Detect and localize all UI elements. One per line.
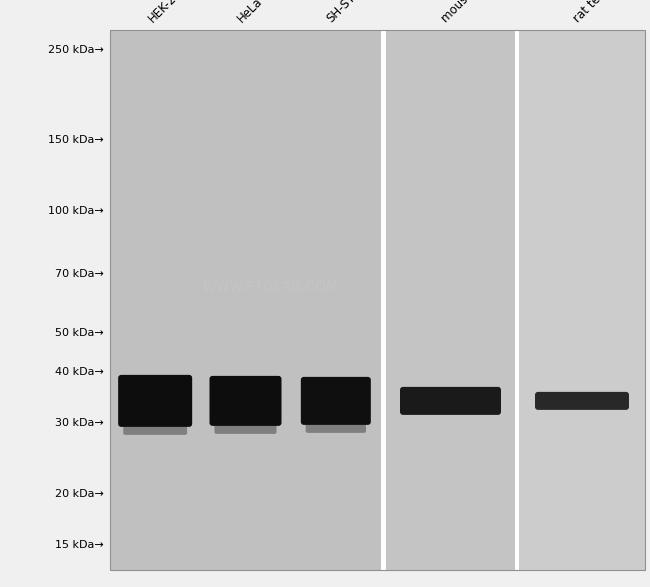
FancyBboxPatch shape [535, 392, 629, 410]
Text: 50 kDa→: 50 kDa→ [55, 328, 104, 338]
Text: 30 kDa→: 30 kDa→ [55, 418, 104, 428]
Text: 40 kDa→: 40 kDa→ [55, 367, 104, 377]
Text: 15 kDa→: 15 kDa→ [55, 540, 104, 550]
Text: SH-SY5Y: SH-SY5Y [324, 0, 369, 25]
FancyBboxPatch shape [209, 376, 281, 426]
Text: HeLa: HeLa [234, 0, 265, 25]
Text: 20 kDa→: 20 kDa→ [55, 489, 104, 499]
FancyBboxPatch shape [124, 423, 187, 435]
Text: HEK-293: HEK-293 [146, 0, 190, 25]
Bar [515, 30, 519, 570]
Text: 70 kDa→: 70 kDa→ [55, 269, 104, 279]
Text: 250 kDa→: 250 kDa→ [48, 45, 104, 55]
FancyBboxPatch shape [214, 422, 276, 434]
Bar [381, 30, 386, 570]
FancyBboxPatch shape [306, 421, 366, 433]
Bar [386, 30, 515, 570]
FancyBboxPatch shape [301, 377, 371, 425]
Text: rat testis: rat testis [571, 0, 618, 25]
Text: 100 kDa→: 100 kDa→ [48, 206, 104, 216]
Bar [110, 30, 645, 570]
Text: WWW.PTGLAB.COM: WWW.PTGLAB.COM [202, 280, 338, 294]
FancyBboxPatch shape [400, 387, 501, 415]
Bar [519, 30, 645, 570]
Text: mouse testis: mouse testis [439, 0, 502, 25]
FancyBboxPatch shape [118, 375, 192, 427]
Text: 150 kDa→: 150 kDa→ [48, 135, 104, 145]
Bar [110, 30, 381, 570]
